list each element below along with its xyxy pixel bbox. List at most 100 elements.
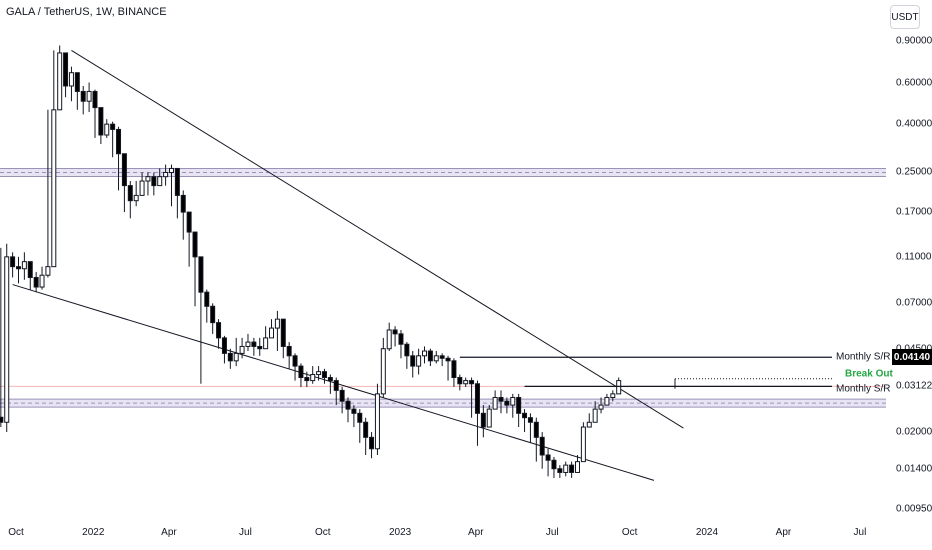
y-tick-label: 0.25000 bbox=[896, 166, 932, 178]
candle-body bbox=[168, 167, 174, 173]
candle-body bbox=[4, 256, 10, 423]
candle-body bbox=[533, 421, 539, 438]
candle-body bbox=[598, 404, 604, 410]
x-tick-label: 2022 bbox=[82, 527, 105, 538]
candle-body bbox=[227, 352, 233, 362]
candle-body bbox=[504, 400, 510, 406]
candle-body bbox=[10, 256, 16, 268]
candle-body bbox=[27, 261, 33, 278]
candle-body bbox=[422, 350, 428, 357]
candle-body bbox=[251, 341, 257, 347]
y-tick-label: 0.11000 bbox=[896, 251, 932, 263]
candle-body bbox=[580, 426, 586, 463]
candle-body bbox=[204, 291, 210, 307]
candle-body bbox=[192, 231, 198, 258]
price-axis[interactable] bbox=[886, 0, 932, 550]
candle-body bbox=[68, 72, 74, 87]
y-tick-label: 0.60000 bbox=[896, 77, 932, 88]
candle-body bbox=[469, 380, 475, 385]
candle-body bbox=[304, 377, 310, 382]
candle-body bbox=[145, 176, 151, 182]
candle-body bbox=[410, 355, 416, 367]
candle-body bbox=[369, 436, 375, 450]
candle-body bbox=[174, 167, 180, 196]
candle-body bbox=[527, 417, 533, 423]
candle-body bbox=[57, 52, 63, 111]
x-tick-label: Apr bbox=[468, 527, 484, 538]
candle-body bbox=[292, 355, 298, 367]
currency-button[interactable]: USDT bbox=[890, 5, 920, 29]
candle-body bbox=[127, 185, 133, 202]
candle-body bbox=[286, 345, 292, 357]
candle-body bbox=[151, 176, 157, 187]
candle-body bbox=[263, 337, 269, 350]
y-tick-label: 0.17000 bbox=[896, 206, 932, 218]
candle-body bbox=[586, 421, 592, 428]
candle-body bbox=[380, 348, 386, 395]
candle-body bbox=[480, 412, 486, 428]
candle-body bbox=[321, 371, 327, 379]
candle-body bbox=[386, 329, 392, 350]
candle-body bbox=[463, 380, 469, 385]
candle-body bbox=[416, 355, 422, 367]
candle-body bbox=[139, 180, 145, 196]
y-tick-label: 0.00950 bbox=[896, 503, 932, 515]
candle-body bbox=[492, 396, 498, 410]
x-tick-label: Oct bbox=[315, 527, 331, 538]
y-tick-label: 0.03122 bbox=[896, 380, 932, 392]
candle-body bbox=[233, 352, 239, 362]
candle-body bbox=[363, 421, 369, 438]
candle-body bbox=[21, 261, 27, 270]
candle-body bbox=[80, 90, 86, 102]
candle-body bbox=[98, 107, 104, 136]
candle-body bbox=[0, 416, 4, 423]
x-tick-label: 2024 bbox=[695, 527, 719, 538]
candle-body bbox=[545, 454, 551, 461]
candle-body bbox=[333, 380, 339, 391]
candle-body bbox=[551, 459, 557, 470]
candle-body bbox=[398, 333, 404, 345]
candle-body bbox=[327, 377, 333, 382]
candle-body bbox=[104, 123, 110, 136]
candle-body bbox=[239, 345, 245, 354]
candle-body bbox=[457, 377, 463, 385]
candle-body bbox=[569, 464, 575, 473]
x-tick-label: Jul bbox=[853, 527, 867, 538]
breakout-label: Break Out bbox=[845, 368, 893, 380]
candle-body bbox=[121, 153, 127, 187]
candle-body bbox=[74, 72, 80, 92]
candle-body bbox=[392, 329, 398, 335]
candle-body bbox=[498, 396, 504, 402]
monthly-sr-label-top: Monthly S/R bbox=[836, 351, 891, 363]
trendline bbox=[71, 49, 684, 429]
y-tick-label: 0.01400 bbox=[896, 463, 932, 475]
candle-body bbox=[357, 412, 363, 423]
candle-body bbox=[92, 90, 98, 109]
candle-body bbox=[604, 396, 610, 406]
candle-body bbox=[133, 194, 139, 202]
candle-body bbox=[274, 318, 280, 329]
x-tick-label: 2023 bbox=[389, 527, 412, 538]
candle-body bbox=[110, 123, 116, 130]
candle-body bbox=[39, 274, 45, 288]
candle-body bbox=[374, 393, 380, 450]
candle-body bbox=[351, 408, 357, 414]
candle-body bbox=[210, 305, 216, 324]
candle-body bbox=[345, 400, 351, 410]
symbol-title[interactable]: GALA / TetherUS, 1W, BINANCE bbox=[6, 6, 167, 18]
candle-body bbox=[51, 109, 57, 268]
x-tick-label: Apr bbox=[161, 527, 177, 538]
last-price-badge: 0.04140 bbox=[892, 349, 932, 366]
candle-body bbox=[539, 436, 545, 456]
candle-body bbox=[198, 256, 204, 293]
candle-body bbox=[221, 337, 227, 354]
candle-body bbox=[474, 383, 480, 414]
candle-body bbox=[45, 266, 51, 276]
candle-body bbox=[592, 408, 598, 423]
candle-body bbox=[610, 393, 616, 398]
candle-body bbox=[563, 464, 569, 473]
candle-body bbox=[445, 357, 451, 362]
candle-body bbox=[245, 341, 251, 347]
candle-body bbox=[616, 380, 622, 395]
